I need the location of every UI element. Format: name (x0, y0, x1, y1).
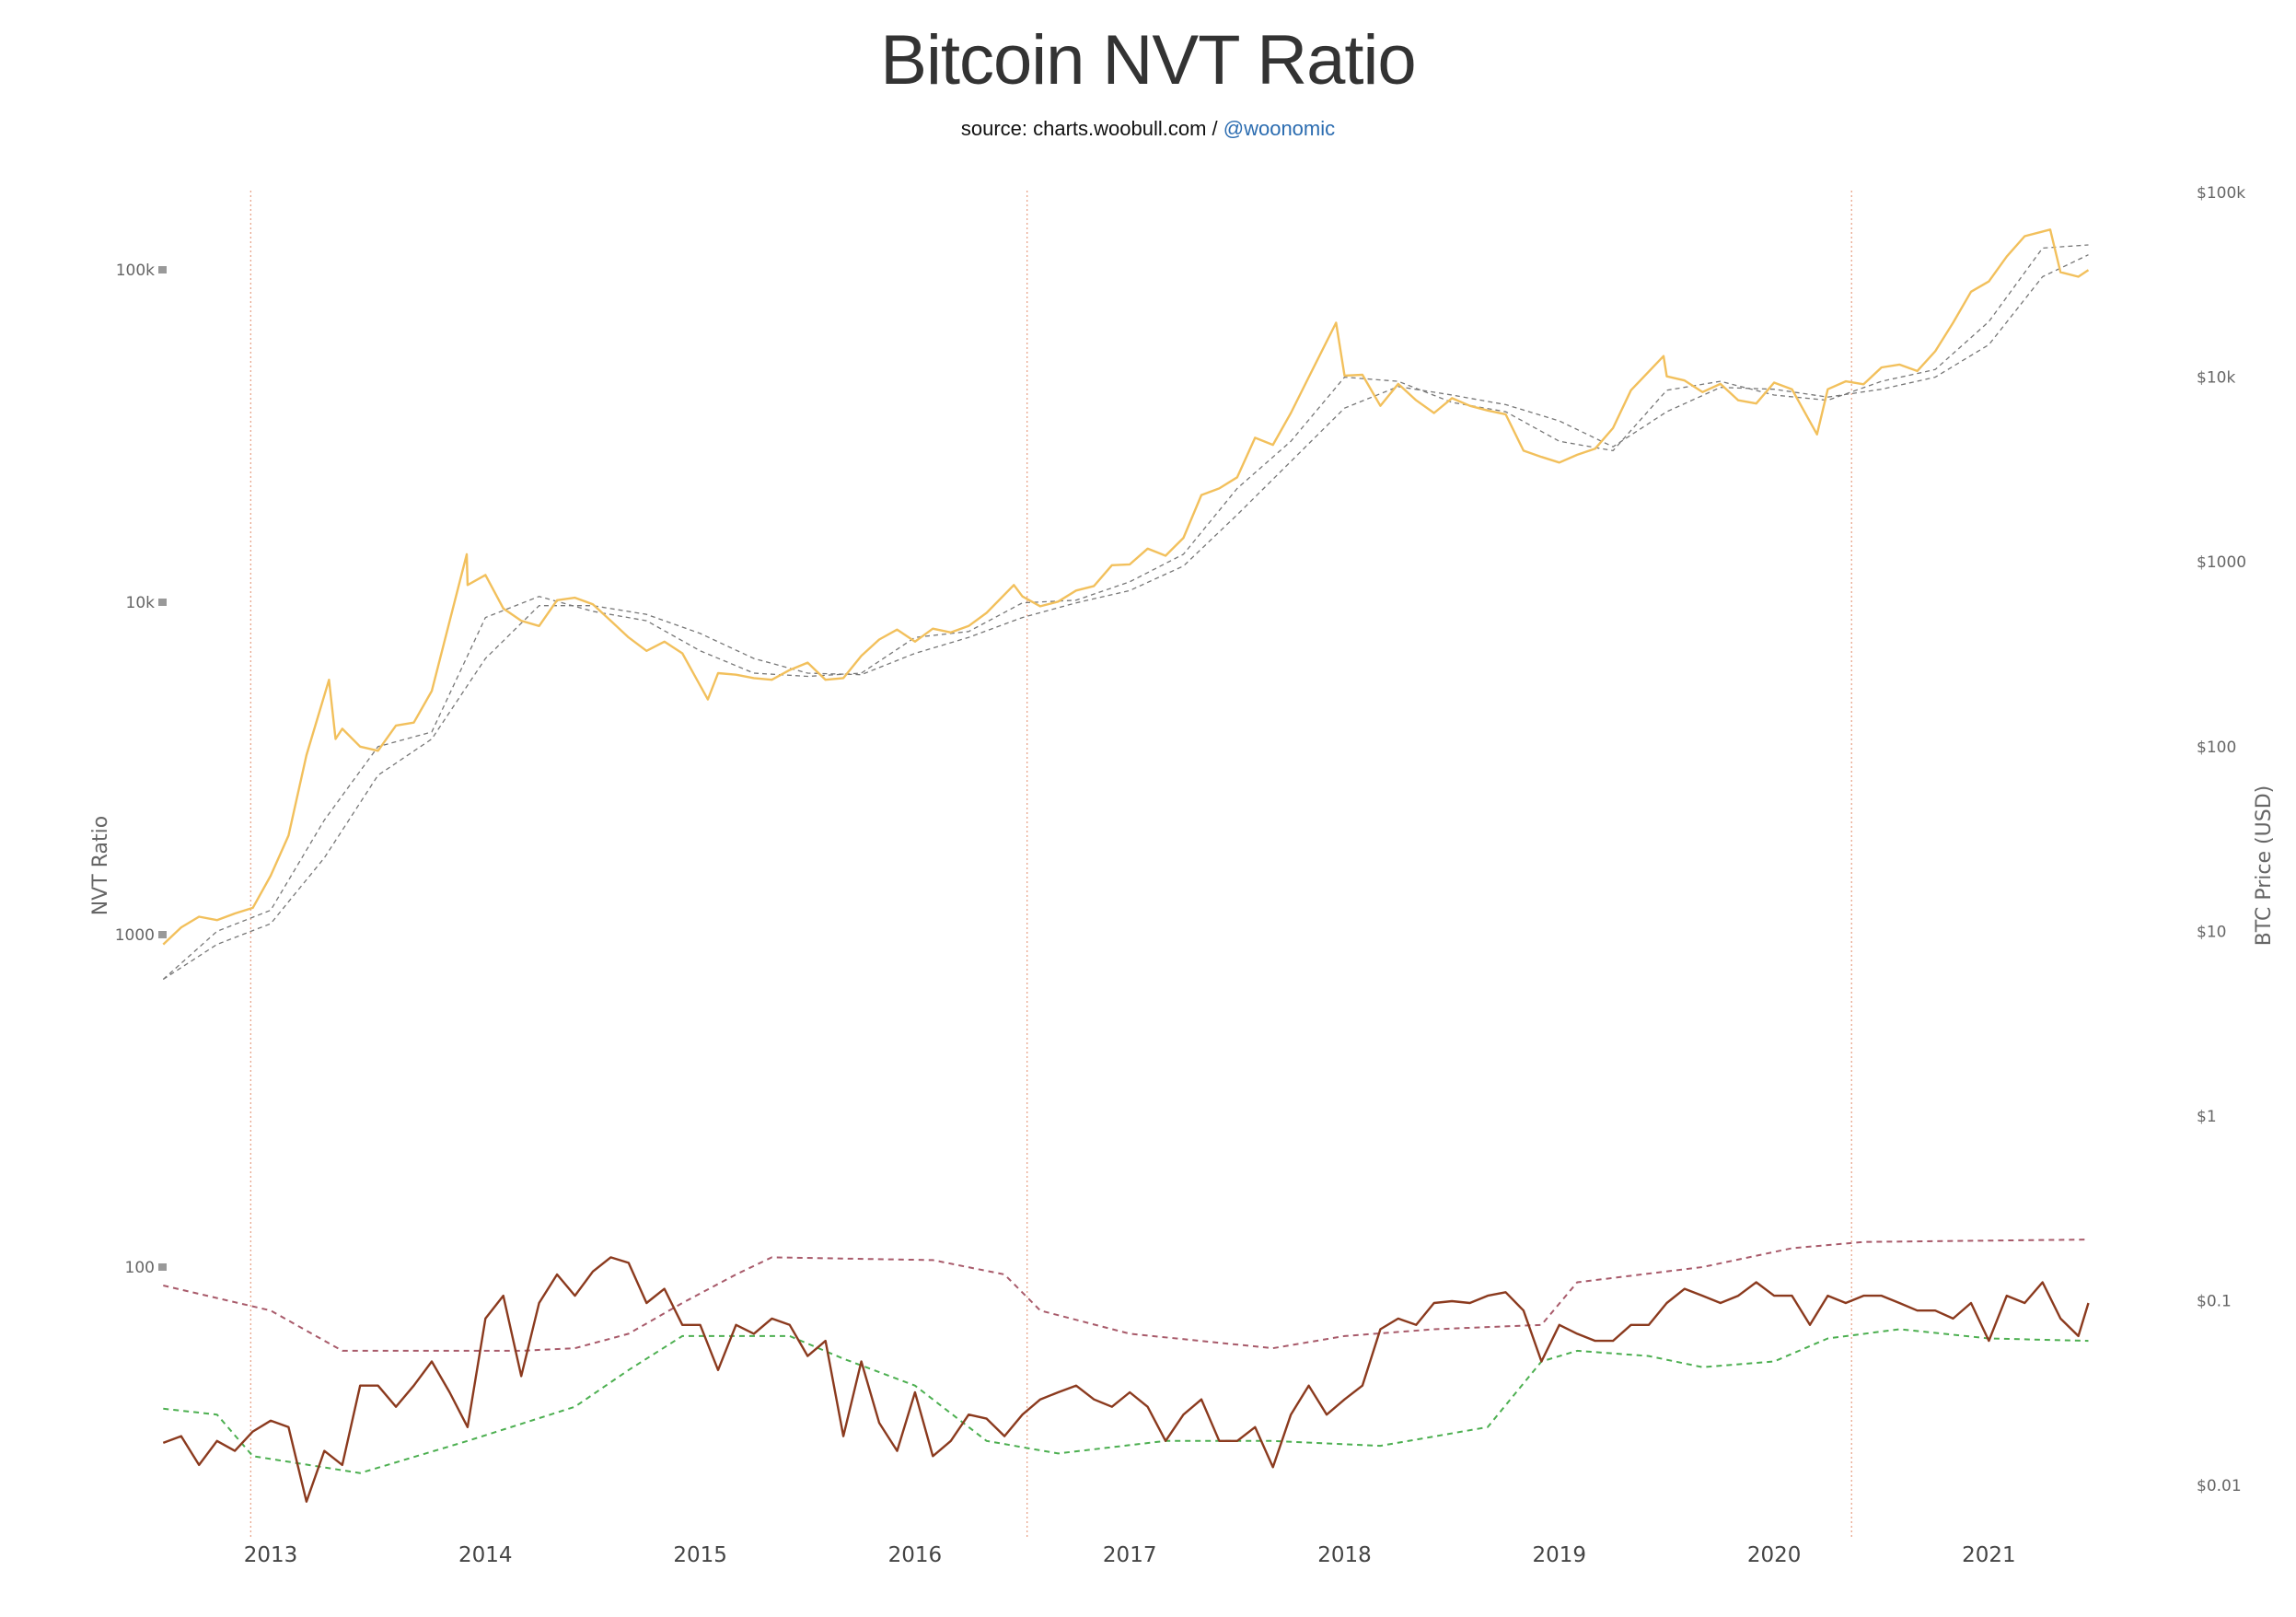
series-lines (162, 228, 2090, 1503)
left-tick-marker (158, 1263, 167, 1271)
x-tick-label: 2018 (1317, 1543, 1372, 1567)
lower-band-line (163, 1328, 2089, 1474)
chart-subtitle: source: charts.woobull.com / @woonomic (0, 117, 2296, 141)
left-tick-label: 10k (126, 594, 156, 612)
right-axis-label: BTC Price (USD) (2253, 785, 2276, 946)
left-tick-label: 1000 (115, 926, 155, 945)
price-line (162, 228, 2090, 946)
upper-band-line (163, 1239, 2089, 1352)
twitter-handle-link[interactable]: @woonomic (1223, 117, 1336, 140)
x-tick-label: 2020 (1747, 1543, 1802, 1567)
right-axis: $100k $10k $1000 $100 $10 $1 $0.1 $0.01 (2197, 184, 2246, 1495)
left-tick-label: 100 (125, 1259, 155, 1277)
chart-title: Bitcoin NVT Ratio (880, 21, 1416, 99)
right-tick-label: $10k (2197, 369, 2235, 388)
left-axis-label: NVT Ratio (89, 816, 112, 915)
left-tick-label: 100k (116, 262, 155, 280)
right-tick-label: $1000 (2197, 553, 2246, 572)
right-tick-label: $1 (2197, 1108, 2217, 1126)
left-tick-marker (158, 599, 167, 606)
x-tick-label: 2016 (888, 1543, 943, 1567)
halving-lines (249, 191, 1852, 1538)
x-axis: 2013 2014 2015 2016 2017 2018 2019 2020 2021 (244, 1543, 2016, 1567)
right-tick-label: $100 (2197, 739, 2236, 757)
x-tick-label: 2019 (1533, 1543, 1587, 1567)
ma-fast-line (162, 244, 2089, 980)
left-tick-marker (158, 931, 167, 938)
right-tick-label: $100k (2197, 184, 2245, 203)
left-axis: 100k 10k 1000 100 (115, 262, 167, 1277)
right-tick-label: $0.01 (2197, 1477, 2242, 1495)
left-tick-marker (158, 266, 167, 273)
x-tick-label: 2015 (673, 1543, 727, 1567)
x-tick-label: 2021 (1962, 1543, 2016, 1567)
right-tick-label: $0.1 (2197, 1293, 2232, 1311)
x-tick-label: 2014 (458, 1543, 513, 1567)
nvt-line (162, 1256, 2090, 1503)
ma-slow-line (162, 254, 2089, 981)
source-text: source: charts.woobull.com / (960, 117, 1223, 140)
right-tick-label: $10 (2197, 923, 2226, 941)
x-tick-label: 2013 (244, 1543, 298, 1567)
x-tick-label: 2017 (1103, 1543, 1157, 1567)
